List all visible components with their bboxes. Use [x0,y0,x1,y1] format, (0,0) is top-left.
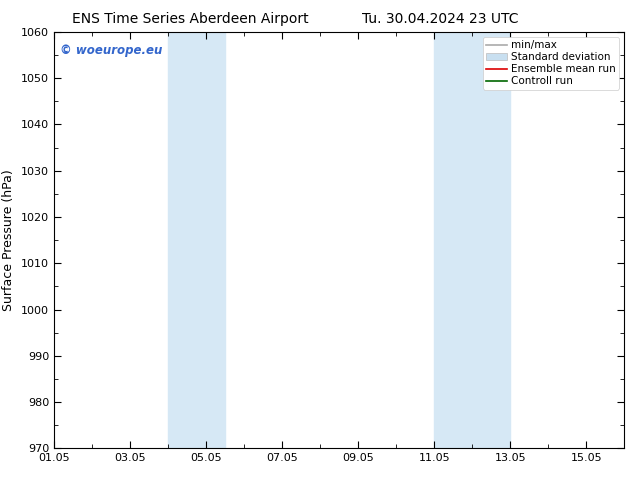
Bar [434,32,510,448]
Text: Tu. 30.04.2024 23 UTC: Tu. 30.04.2024 23 UTC [363,12,519,26]
Text: © woeurope.eu: © woeurope.eu [60,44,162,57]
Y-axis label: Surface Pressure (hPa): Surface Pressure (hPa) [3,169,15,311]
Text: ENS Time Series Aberdeen Airport: ENS Time Series Aberdeen Airport [72,12,309,26]
Legend: min/max, Standard deviation, Ensemble mean run, Controll run: min/max, Standard deviation, Ensemble me… [483,37,619,90]
Bar [168,32,225,448]
